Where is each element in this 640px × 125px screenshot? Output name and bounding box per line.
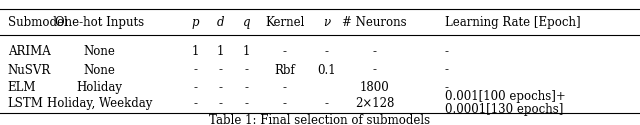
Text: Table 1: Final selection of submodels: Table 1: Final selection of submodels	[209, 114, 431, 125]
Text: None: None	[83, 45, 115, 58]
Text: Learning Rate [Epoch]: Learning Rate [Epoch]	[445, 16, 580, 29]
Text: # Neurons: # Neurons	[342, 16, 406, 29]
Text: NuSVR: NuSVR	[8, 64, 51, 76]
Text: 1: 1	[191, 45, 199, 58]
Text: Submodel: Submodel	[8, 16, 67, 29]
Text: -: -	[193, 81, 197, 94]
Text: -: -	[324, 97, 328, 110]
Text: 2×128: 2×128	[355, 97, 394, 110]
Text: Holiday: Holiday	[76, 81, 122, 94]
Text: ν: ν	[323, 16, 330, 29]
Text: -: -	[283, 97, 287, 110]
Text: p: p	[191, 16, 199, 29]
Text: -: -	[219, 81, 223, 94]
Text: q: q	[243, 16, 250, 29]
Text: -: -	[193, 64, 197, 76]
Text: Holiday, Weekday: Holiday, Weekday	[47, 97, 152, 110]
Text: 0.001[100 epochs]+: 0.001[100 epochs]+	[445, 90, 566, 103]
Text: -: -	[219, 64, 223, 76]
Text: -: -	[445, 45, 449, 58]
Text: None: None	[83, 64, 115, 76]
Text: 0.0001[130 epochs]: 0.0001[130 epochs]	[445, 103, 563, 116]
Text: -: -	[244, 64, 248, 76]
Text: 0.1: 0.1	[317, 64, 336, 76]
Text: Kernel: Kernel	[265, 16, 305, 29]
Text: -: -	[372, 64, 376, 76]
Text: 1800: 1800	[360, 81, 389, 94]
Text: -: -	[283, 81, 287, 94]
Text: 1: 1	[243, 45, 250, 58]
Text: ARIMA: ARIMA	[8, 45, 51, 58]
Text: -: -	[244, 97, 248, 110]
Text: One-hot Inputs: One-hot Inputs	[54, 16, 144, 29]
Text: -: -	[219, 97, 223, 110]
Text: Rbf: Rbf	[275, 64, 295, 76]
Text: -: -	[324, 45, 328, 58]
Text: ELM: ELM	[8, 81, 36, 94]
Text: -: -	[244, 81, 248, 94]
Text: -: -	[283, 45, 287, 58]
Text: 1: 1	[217, 45, 225, 58]
Text: LSTM: LSTM	[8, 97, 44, 110]
Text: -: -	[445, 64, 449, 76]
Text: -: -	[193, 97, 197, 110]
Text: -: -	[445, 81, 449, 94]
Text: d: d	[217, 16, 225, 29]
Text: -: -	[372, 45, 376, 58]
